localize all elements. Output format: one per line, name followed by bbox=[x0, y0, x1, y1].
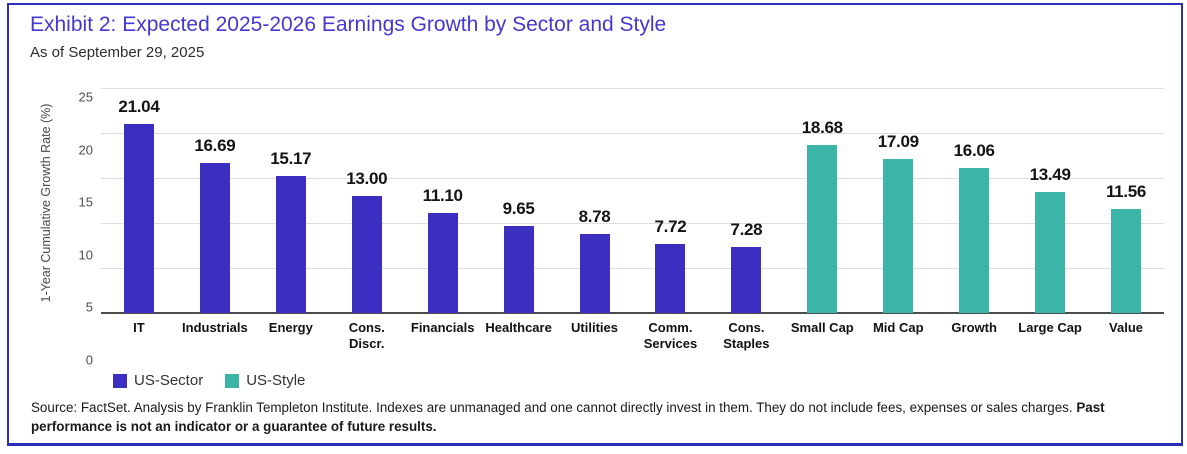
bar bbox=[1111, 208, 1142, 313]
legend-label: US-Sector bbox=[134, 372, 204, 389]
category-label: Healthcare bbox=[485, 320, 552, 335]
bar bbox=[807, 144, 838, 313]
gridline bbox=[101, 133, 1164, 134]
category-label: Utilities bbox=[571, 320, 619, 335]
gridline bbox=[101, 268, 1164, 269]
gridline bbox=[101, 223, 1164, 224]
bar-slot: 13.00 bbox=[329, 88, 405, 313]
legend-item: US-Style bbox=[225, 372, 305, 389]
bar-value-label: 13.00 bbox=[346, 169, 388, 188]
x-axis-labels: IT Industrials Energy Cons. Discr. Financial… bbox=[101, 320, 1164, 356]
bar-slot: 7.28 bbox=[708, 88, 784, 313]
bar-slot: 16.06 bbox=[936, 88, 1012, 313]
bar bbox=[1035, 191, 1066, 313]
bar bbox=[123, 123, 154, 313]
source-note: Source: FactSet. Analysis by Franklin Te… bbox=[31, 398, 1161, 437]
bar bbox=[731, 247, 762, 313]
category-label: Small Cap bbox=[790, 320, 854, 335]
bar-value-label: 9.65 bbox=[502, 199, 535, 219]
as-of-date: As of September 29, 2025 bbox=[30, 44, 205, 61]
category-label: Financials bbox=[410, 320, 475, 335]
bar-slot: 13.49 bbox=[1012, 88, 1088, 313]
bar bbox=[655, 243, 686, 313]
bar-value-label: 15.17 bbox=[270, 149, 312, 169]
exhibit-card: Exhibit 2: Expected 2025-2026 Earnings G… bbox=[7, 3, 1183, 446]
bar-value-label: 13.49 bbox=[1029, 164, 1071, 184]
category-label: Mid Cap bbox=[872, 320, 924, 335]
bar-value-label: 11.56 bbox=[1105, 181, 1147, 201]
bar-slot: 9.65 bbox=[481, 88, 557, 313]
bar bbox=[883, 159, 914, 313]
bar-slot: 8.78 bbox=[557, 88, 633, 313]
x-axis-baseline bbox=[101, 312, 1164, 314]
legend-label: US-Style bbox=[246, 372, 306, 389]
bar bbox=[503, 226, 534, 313]
legend-item: US-Sector bbox=[113, 372, 203, 389]
source-note-disclaimer: Past performance is not an indicator or … bbox=[31, 400, 1105, 435]
y-tick-label: 15 bbox=[78, 194, 93, 210]
bar-value-label: 7.28 bbox=[730, 220, 763, 240]
bar-value-label: 17.09 bbox=[877, 132, 919, 152]
bar bbox=[199, 162, 230, 313]
bar-slot: 21.04 bbox=[101, 88, 177, 313]
bar-value-label: 18.68 bbox=[801, 117, 843, 137]
legend-swatch bbox=[225, 373, 240, 388]
plot-area: 21.04 16.69 15.17 13.00 11.10 9.65 8.78 7.72 7.2… bbox=[101, 88, 1164, 314]
category-label: Cons. Discr. bbox=[348, 320, 385, 351]
bar-value-label: 8.78 bbox=[578, 206, 611, 226]
bar-value-label: 16.06 bbox=[953, 141, 995, 161]
bar-slot: 11.10 bbox=[405, 88, 481, 313]
exhibit-title: Exhibit 2: Expected 2025-2026 Earnings G… bbox=[30, 13, 667, 36]
y-tick-label: 20 bbox=[78, 142, 93, 158]
chart-legend: US-Sector US-Style bbox=[113, 372, 305, 389]
bar bbox=[959, 168, 990, 313]
bar-value-label: 7.72 bbox=[654, 216, 687, 236]
bar-slot: 18.68 bbox=[784, 88, 860, 313]
y-tick-label: 5 bbox=[85, 299, 93, 315]
category-label: Value bbox=[1109, 320, 1144, 335]
bar-slot: 11.56 bbox=[1088, 88, 1164, 313]
category-label: Energy bbox=[268, 320, 313, 335]
bar bbox=[427, 213, 458, 313]
category-label: Growth bbox=[951, 320, 997, 335]
y-tick-label: 10 bbox=[78, 247, 93, 263]
source-note-text: Source: FactSet. Analysis by Franklin Te… bbox=[31, 400, 1077, 415]
category-label: Industrials bbox=[182, 320, 248, 335]
y-tick-label: 25 bbox=[78, 89, 93, 105]
bar bbox=[579, 233, 610, 313]
bar bbox=[351, 196, 382, 313]
bar-slot: 7.72 bbox=[633, 88, 709, 313]
bar-value-label: 21.04 bbox=[118, 96, 160, 116]
bar-slot: 16.69 bbox=[177, 88, 253, 313]
bar-slot: 15.17 bbox=[253, 88, 329, 313]
bar bbox=[275, 176, 306, 313]
category-label: Cons. Staples bbox=[723, 320, 770, 351]
bar-value-label: 16.69 bbox=[194, 135, 236, 155]
category-label: Large Cap bbox=[1018, 320, 1082, 335]
category-label: IT bbox=[133, 320, 145, 335]
y-axis-title: 1-Year Cumulative Growth Rate (%) bbox=[39, 103, 53, 303]
bar-slot: 17.09 bbox=[860, 88, 936, 313]
y-tick-label: 0 bbox=[85, 352, 93, 368]
legend-swatch bbox=[113, 373, 127, 388]
gridline bbox=[101, 178, 1164, 179]
gridline bbox=[101, 88, 1164, 89]
bar-value-label: 11.10 bbox=[422, 186, 463, 206]
category-label: Comm. Services bbox=[643, 320, 698, 351]
